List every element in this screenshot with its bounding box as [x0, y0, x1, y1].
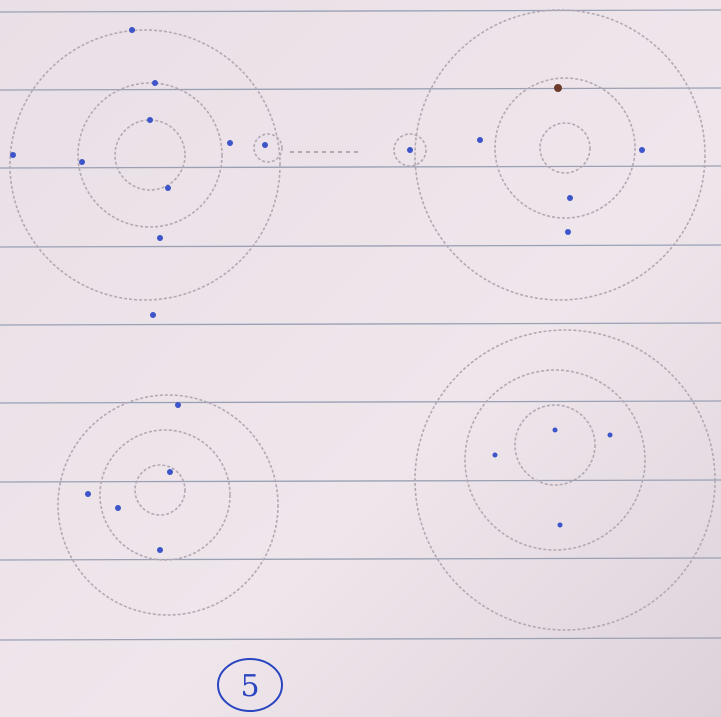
notebook-page: 5 [0, 0, 721, 717]
paper [0, 0, 721, 717]
page-number-text: 5 [240, 669, 259, 704]
